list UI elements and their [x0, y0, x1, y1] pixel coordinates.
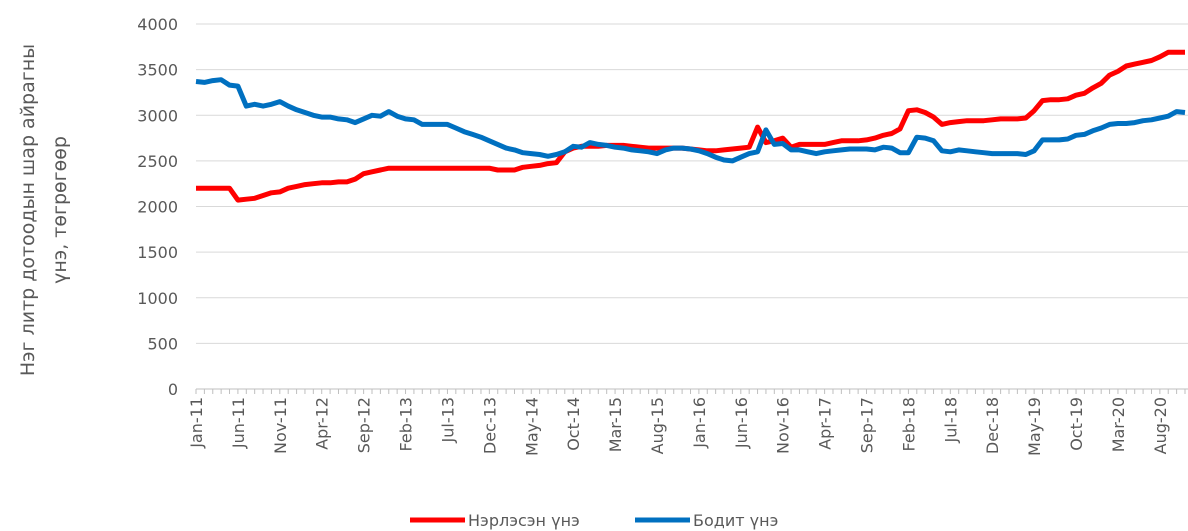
x-tick-label: Dec-18 [983, 397, 1002, 454]
x-tick-label: Apr-17 [816, 397, 835, 450]
x-tick-label: Sep-12 [355, 397, 374, 453]
legend-label: Нэрлэсэн үнэ [468, 511, 580, 530]
x-tick-label: Oct-19 [1067, 397, 1086, 451]
line [195, 77, 1186, 164]
x-tick-label: Sep-17 [858, 397, 877, 453]
x-tick-label: Jul-18 [941, 397, 960, 443]
y-tick-label: 3500 [137, 61, 178, 80]
x-tick-label: May-14 [522, 397, 541, 456]
x-tick-label: Jul-13 [438, 397, 457, 443]
x-tick-label: Oct-14 [564, 397, 583, 451]
y-tick-label: 2000 [137, 198, 178, 217]
x-tick-label: Nov-16 [774, 397, 793, 454]
y-tick-label: 4000 [137, 15, 178, 34]
x-tick-label: Aug-20 [1151, 397, 1170, 454]
x-tick-label: Jun-16 [732, 397, 751, 449]
y-tick-label: 0 [168, 380, 178, 399]
y-tick-label: 1500 [137, 243, 178, 262]
line [196, 49, 1185, 203]
y-tick-label: 1000 [137, 289, 178, 308]
x-tick-label: Feb-13 [397, 397, 416, 451]
legend-label: Бодит үнэ [693, 511, 778, 530]
x-tick-label: Apr-12 [313, 397, 332, 450]
y-axis-label: үнэ, төгрөгөөр [49, 136, 71, 284]
y-tick-label: 2500 [137, 152, 178, 171]
y-tick-label: 500 [147, 334, 178, 353]
x-tick-label: Nov-11 [271, 397, 290, 454]
y-axis-label: Нэг литр дотоодын шар айрагны [17, 44, 39, 376]
x-tick-label: Jan-16 [690, 397, 709, 449]
x-tick-label: May-19 [1025, 397, 1044, 456]
x-tick-label: Mar-15 [606, 397, 625, 452]
x-tick-label: Jun-11 [229, 397, 248, 449]
y-tick-label: 3000 [137, 106, 178, 125]
x-tick-label: Feb-18 [899, 397, 918, 451]
x-tick-label: Jan-11 [187, 397, 206, 449]
x-tick-label: Mar-20 [1109, 397, 1128, 452]
x-tick-label: Dec-13 [480, 397, 499, 454]
x-tick-label: Aug-15 [648, 397, 667, 454]
